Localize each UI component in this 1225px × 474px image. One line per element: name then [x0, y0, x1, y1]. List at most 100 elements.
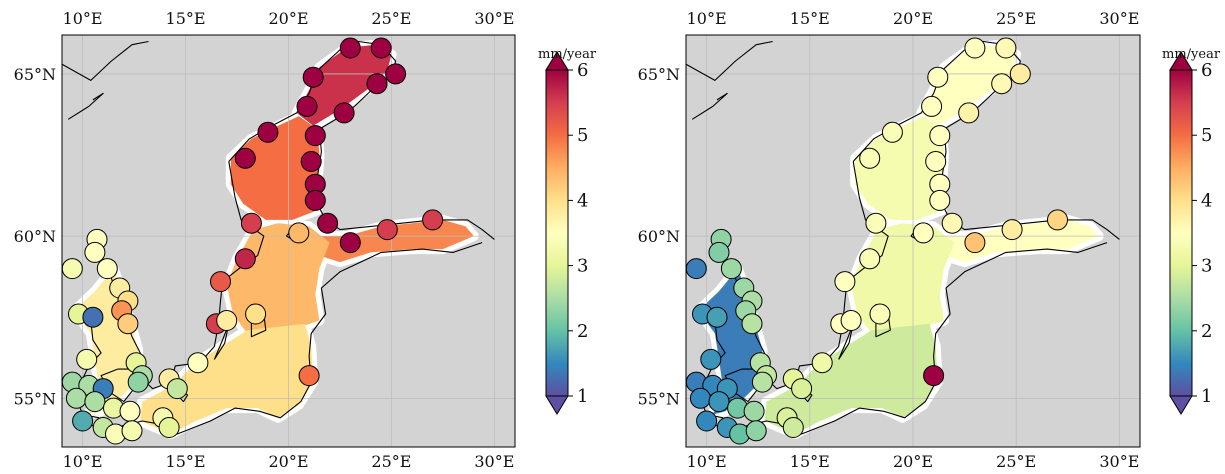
tide-gauge-station[interactable] — [62, 258, 83, 280]
tide-gauge-station[interactable] — [700, 348, 722, 370]
tide-gauge-station[interactable] — [304, 125, 326, 147]
tide-gauge-station[interactable] — [304, 189, 326, 211]
tide-gauge-station[interactable] — [339, 232, 361, 254]
tide-gauge-station[interactable] — [210, 271, 231, 293]
tide-gauge-station[interactable] — [333, 102, 355, 124]
colorbar-right: 6 5 4 3 2 1 mm/year — [1162, 47, 1221, 415]
tide-gauge-station[interactable] — [339, 37, 361, 59]
tide-gauge-station[interactable] — [958, 102, 980, 124]
tide-gauge-station[interactable] — [234, 248, 256, 270]
tide-gauge-station[interactable] — [869, 303, 891, 325]
map-panel-right: 10°E 10°E 15°E 15°E 20°E 20°E 25°E 25°E 30°E 30°E… — [638, 9, 1141, 471]
tide-gauge-station[interactable] — [158, 417, 180, 438]
colorbar-extend-min — [1169, 395, 1193, 415]
tide-gauge-station[interactable] — [964, 37, 986, 59]
tide-gauge-station[interactable] — [119, 400, 141, 422]
lon-tick-label-top: 20°E — [268, 9, 308, 28]
tide-gauge-station[interactable] — [317, 212, 339, 234]
tide-gauge-station[interactable] — [923, 365, 945, 387]
tide-gauge-station[interactable] — [376, 219, 398, 241]
tide-gauge-station[interactable] — [166, 378, 188, 400]
tide-gauge-station[interactable] — [743, 400, 765, 422]
colorbar-extend-min — [545, 395, 569, 415]
lon-tick-label-bottom: 25°E — [371, 452, 411, 471]
lon-tick-label-top: 25°E — [996, 9, 1036, 28]
map-frame — [61, 34, 516, 448]
tide-gauge-station[interactable] — [1047, 209, 1068, 231]
tide-gauge-station[interactable] — [686, 258, 707, 280]
tide-gauge-station[interactable] — [720, 258, 742, 280]
tide-gauge-station[interactable] — [708, 391, 730, 413]
tide-gauge-station[interactable] — [257, 121, 279, 143]
coastline — [708, 242, 1108, 435]
tide-gauge-station[interactable] — [782, 417, 804, 438]
tide-gauge-station[interactable] — [840, 310, 862, 331]
tide-gauge-station[interactable] — [72, 410, 94, 432]
lat-tick-label: 55°N — [638, 389, 680, 408]
tide-gauge-station[interactable] — [370, 37, 392, 59]
tide-gauge-station[interactable] — [689, 387, 711, 409]
colorbar-unit-label: mm/year — [538, 47, 597, 62]
tide-gauge-station[interactable] — [929, 189, 951, 211]
tide-gauge-station[interactable] — [216, 310, 238, 331]
tide-gauge-station[interactable] — [302, 66, 324, 88]
colorbar-tick-label: 6 — [1201, 60, 1212, 81]
coastline — [84, 242, 483, 435]
tide-gauge-station[interactable] — [117, 313, 139, 335]
tide-gauge-station[interactable] — [921, 95, 943, 117]
tide-gauge-station[interactable] — [65, 387, 87, 409]
lon-tick-label-top: 15°E — [790, 9, 830, 28]
tide-gauge-station[interactable] — [96, 258, 118, 280]
tide-gauge-station[interactable] — [927, 66, 949, 88]
tide-gauge-station[interactable] — [296, 95, 318, 117]
tide-gauge-station[interactable] — [240, 212, 262, 234]
lon-tick-label-bottom: 10°E — [63, 452, 103, 471]
tide-gauge-station[interactable] — [865, 212, 887, 234]
coastline — [67, 92, 104, 120]
tide-gauge-station[interactable] — [1009, 63, 1031, 85]
tide-gauge-station[interactable] — [859, 248, 881, 270]
tide-gauge-station[interactable] — [925, 151, 947, 172]
tide-gauge-station[interactable] — [811, 352, 833, 374]
tide-gauge-station[interactable] — [234, 147, 256, 169]
lon-tick-label-top: 15°E — [166, 9, 206, 28]
tide-gauge-station[interactable] — [991, 73, 1013, 95]
tide-gauge-station[interactable] — [288, 222, 310, 244]
lat-tick-label: 60°N — [14, 227, 56, 246]
tide-gauge-station[interactable] — [245, 303, 267, 325]
tide-gauge-station[interactable] — [964, 232, 986, 254]
tide-gauge-station[interactable] — [912, 222, 934, 244]
tide-gauge-station[interactable] — [298, 365, 320, 387]
tide-gauge-station[interactable] — [422, 209, 444, 231]
tide-gauge-station[interactable] — [84, 391, 106, 413]
lon-tick-label-top: 25°E — [371, 9, 411, 28]
tide-gauge-station[interactable] — [881, 121, 903, 143]
tide-gauge-station[interactable] — [995, 37, 1017, 59]
tide-gauge-station[interactable] — [791, 378, 813, 400]
tide-gauge-station[interactable] — [708, 241, 730, 263]
tide-gauge-station[interactable] — [859, 147, 881, 169]
tide-gauge-station[interactable] — [121, 420, 143, 442]
tide-gauge-station[interactable] — [1001, 219, 1023, 241]
tide-gauge-station[interactable] — [127, 371, 149, 393]
tide-gauge-station[interactable] — [941, 212, 963, 234]
tide-gauge-station[interactable] — [741, 313, 763, 335]
tide-gauge-station[interactable] — [696, 410, 718, 432]
tide-gauge-station[interactable] — [366, 73, 388, 95]
lon-tick-label-bottom: 20°E — [268, 452, 308, 471]
tide-gauge-station[interactable] — [300, 151, 322, 172]
tide-gauge-station[interactable] — [834, 271, 856, 293]
sea-field-bothnian-sea — [855, 116, 944, 220]
tide-gauge-station[interactable] — [82, 306, 104, 328]
tide-gauge-station[interactable] — [385, 63, 407, 85]
tide-gauge-station[interactable] — [84, 241, 106, 263]
tide-gauge-station[interactable] — [751, 371, 773, 393]
tide-gauge-station[interactable] — [76, 348, 98, 370]
tide-gauge-station[interactable] — [706, 306, 728, 328]
tide-gauge-station[interactable] — [929, 125, 951, 147]
tide-gauge-station[interactable] — [187, 352, 209, 374]
tide-gauge-station[interactable] — [745, 420, 767, 442]
lon-tick-label-top: 30°E — [474, 9, 514, 28]
lon-tick-label-bottom: 10°E — [687, 452, 727, 471]
